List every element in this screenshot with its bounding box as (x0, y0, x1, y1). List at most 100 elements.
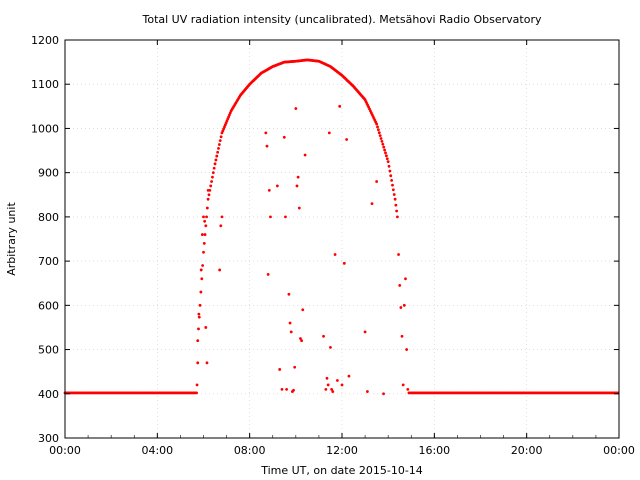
x-axis-label: Time UT, on date 2015-10-14 (260, 464, 423, 477)
curve-point (215, 154, 219, 158)
curve-point (387, 164, 391, 168)
curve-point (217, 143, 221, 146)
scatter-point (303, 153, 307, 157)
curve-point (378, 134, 382, 137)
scatter-point (197, 312, 201, 316)
y-tick-label: 1000 (31, 122, 59, 135)
scatter-point (195, 383, 199, 387)
y-tick-label: 1100 (31, 78, 59, 91)
scatter-point (296, 175, 300, 179)
scatter-point (340, 383, 344, 387)
scatter-point (203, 219, 207, 223)
scatter-point (219, 224, 223, 228)
scatter-point (297, 206, 301, 210)
scatter-point (406, 387, 410, 391)
curve-point (211, 175, 214, 179)
curve-point (395, 209, 399, 213)
curve-point (212, 166, 216, 170)
scatter-point (275, 184, 279, 188)
axis-ticks: 300 400 500 600 700 800 900 1000 1100 1200 00:00 04… (31, 34, 635, 457)
curve-point (205, 215, 208, 219)
curve-point (207, 193, 211, 197)
scatter-point (342, 261, 346, 265)
x-tick-label: 20:00 (511, 444, 543, 457)
scatter-point (294, 107, 298, 110)
y-tick-label: 300 (38, 432, 59, 445)
curve-point (376, 125, 379, 129)
scatter-point (365, 390, 369, 393)
curve-point (388, 169, 392, 173)
y-tick-label: 1200 (31, 34, 59, 47)
curve-point (201, 264, 205, 267)
y-tick-label: 400 (38, 388, 59, 401)
curve-point (383, 148, 387, 152)
scatter-point (345, 138, 349, 141)
scatter-point (206, 188, 210, 192)
scatter-point (196, 361, 200, 365)
scatter-point (404, 277, 407, 281)
curve-point (385, 157, 389, 161)
scatter-point (324, 387, 328, 391)
curve-point (204, 224, 208, 228)
curve-point (213, 162, 217, 166)
scatter-point (301, 308, 305, 312)
scatter-point (282, 135, 286, 139)
scatter-point (204, 326, 208, 329)
scatter-point (299, 337, 302, 340)
x-tick-label: 08:00 (234, 444, 266, 457)
scatter-point (370, 202, 374, 206)
scatter-point (205, 361, 209, 365)
scatter-point (280, 387, 284, 391)
curve-point (391, 188, 395, 192)
scatter-point (269, 215, 272, 219)
scatter-point (400, 334, 404, 338)
scatter-point (327, 131, 331, 135)
y-axis-label: Arbitrary unit (5, 202, 18, 276)
chart-title: Total UV radiation intensity (uncalibrat… (142, 13, 542, 26)
x-tick-label: 12:00 (326, 444, 358, 457)
scatter-point (399, 306, 403, 309)
scatter-point (220, 215, 224, 219)
scatter-point (405, 348, 409, 351)
scatter-point (288, 321, 292, 325)
scatter-point (202, 215, 205, 219)
curve-point (216, 150, 220, 154)
curve-point (379, 137, 383, 140)
scatter-point (293, 365, 297, 369)
scatter-point (284, 215, 287, 219)
curve-point (198, 303, 202, 307)
scatter-point (295, 184, 299, 188)
scatter-point (347, 374, 351, 378)
scatter-point (199, 268, 203, 272)
scatter-point (285, 387, 288, 391)
curve-point (384, 154, 388, 158)
scatter-point (322, 334, 325, 338)
curve-point (196, 339, 200, 343)
scatter-point (200, 233, 204, 236)
curve-point (377, 131, 381, 135)
scatter-point (287, 292, 291, 296)
scatter-point (330, 387, 334, 391)
curve-point (384, 151, 387, 155)
curve-point (202, 250, 205, 254)
scatter-point (331, 390, 335, 393)
curve-point (377, 128, 380, 132)
curve-point (209, 184, 213, 188)
scatter-point (278, 368, 282, 371)
x-tick-label: 04:00 (141, 444, 173, 457)
scatter-point (382, 392, 385, 396)
scatter-point (292, 388, 295, 392)
curve-point (390, 179, 394, 182)
curve-point (199, 290, 203, 294)
curve-point (218, 139, 222, 143)
curve-point (217, 146, 220, 150)
scatter-point (325, 376, 329, 380)
x-tick-label: 00:00 (49, 444, 81, 457)
y-tick-label: 600 (38, 299, 59, 312)
scatter-point (329, 345, 332, 349)
curve-point (380, 139, 384, 143)
scatter-point (397, 253, 400, 256)
scatter-point (326, 383, 330, 387)
curve-point (211, 171, 215, 175)
